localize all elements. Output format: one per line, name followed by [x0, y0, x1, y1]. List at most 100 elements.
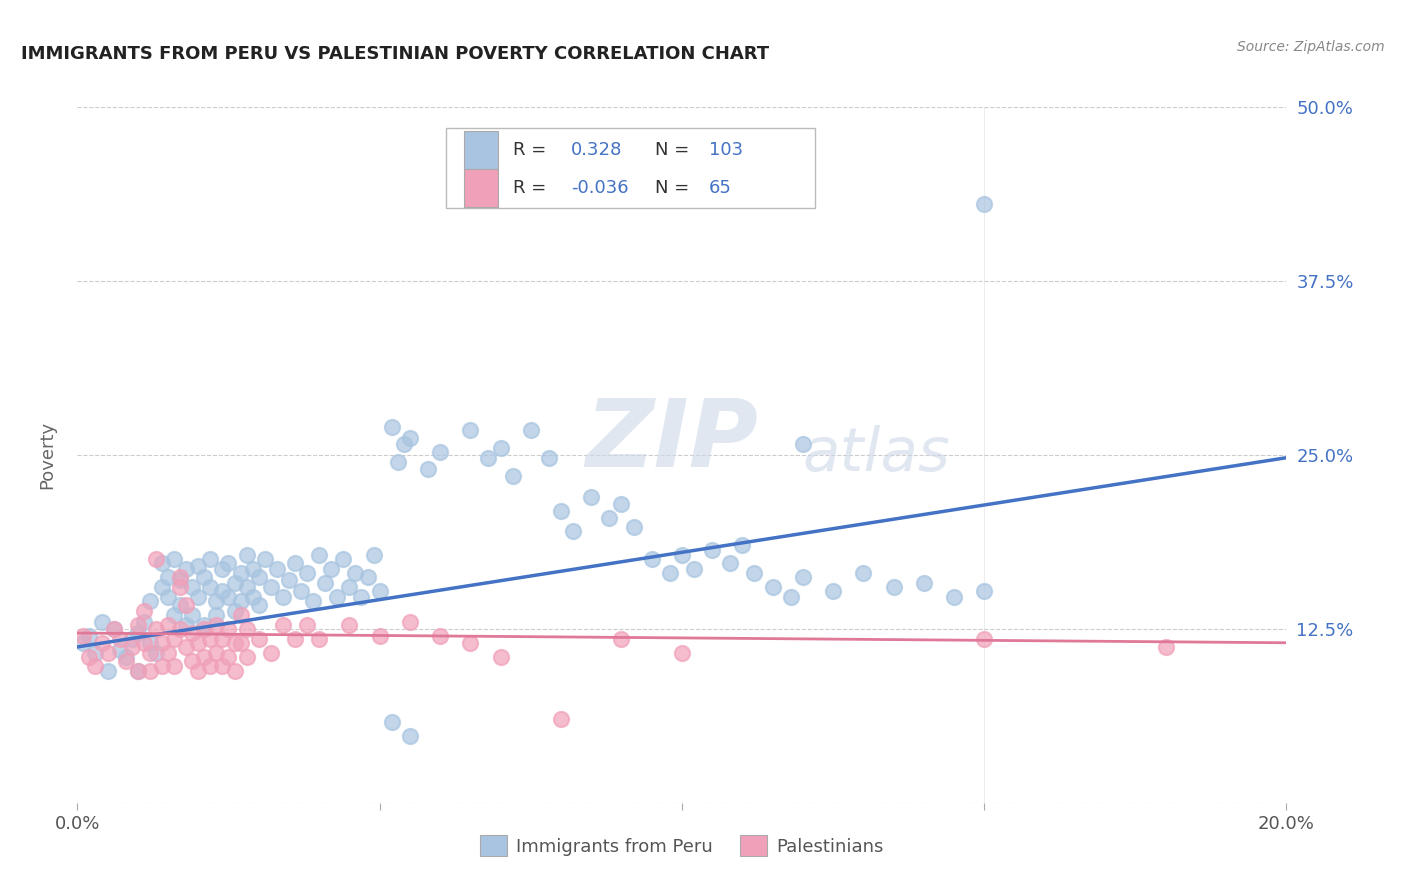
Point: [302, 594, 325, 608]
Point: [278, 573, 301, 587]
Point: [381, 420, 404, 434]
Point: [150, 659, 173, 673]
Point: [284, 632, 307, 646]
Point: [321, 562, 343, 576]
Point: [157, 617, 180, 632]
Point: [489, 441, 512, 455]
Text: R =: R =: [513, 141, 546, 160]
Point: [598, 510, 620, 524]
Point: [229, 594, 252, 608]
Point: [200, 632, 222, 646]
Point: [458, 636, 481, 650]
Point: [163, 659, 186, 673]
Point: [181, 607, 204, 622]
Text: ZIP: ZIP: [585, 395, 758, 487]
Point: [103, 622, 125, 636]
Point: [562, 524, 585, 539]
Point: [205, 646, 228, 660]
Point: [187, 590, 209, 604]
Point: [973, 584, 995, 599]
Point: [139, 646, 162, 660]
Point: [973, 632, 995, 646]
Point: [623, 520, 645, 534]
Point: [284, 557, 307, 571]
Point: [429, 629, 451, 643]
Y-axis label: Poverty: Poverty: [38, 421, 56, 489]
Point: [174, 598, 197, 612]
Point: [271, 617, 294, 632]
Point: [852, 566, 875, 581]
Text: atlas: atlas: [803, 425, 950, 484]
Point: [247, 598, 270, 612]
Point: [72, 636, 94, 650]
Point: [211, 632, 233, 646]
Point: [90, 636, 112, 650]
Point: [187, 636, 209, 650]
Point: [150, 580, 173, 594]
Point: [792, 570, 814, 584]
Point: [224, 604, 246, 618]
Point: [187, 664, 209, 678]
Point: [247, 632, 270, 646]
Point: [181, 626, 204, 640]
Point: [581, 490, 603, 504]
Point: [912, 576, 935, 591]
Text: 0.328: 0.328: [571, 141, 621, 160]
Point: [973, 197, 995, 211]
Point: [174, 640, 197, 654]
Point: [671, 646, 693, 660]
Point: [671, 548, 693, 562]
Point: [139, 636, 162, 650]
Point: [96, 646, 118, 660]
Point: [205, 594, 228, 608]
Point: [550, 503, 572, 517]
Text: 65: 65: [709, 179, 731, 197]
Point: [139, 664, 162, 678]
Point: [308, 548, 330, 562]
Point: [139, 594, 162, 608]
Point: [610, 497, 633, 511]
Point: [399, 615, 422, 629]
Point: [458, 423, 481, 437]
Point: [610, 632, 633, 646]
Point: [157, 590, 180, 604]
FancyBboxPatch shape: [446, 128, 815, 208]
Point: [942, 590, 965, 604]
Text: N =: N =: [655, 141, 689, 160]
Point: [150, 636, 173, 650]
Point: [295, 566, 318, 581]
Point: [502, 468, 524, 483]
Point: [114, 654, 136, 668]
Point: [260, 646, 283, 660]
Point: [363, 548, 385, 562]
Point: [392, 437, 415, 451]
Point: [174, 617, 197, 632]
Point: [229, 636, 252, 650]
Point: [121, 640, 143, 654]
Point: [520, 423, 543, 437]
Point: [344, 566, 367, 581]
Point: [326, 590, 349, 604]
Point: [337, 580, 360, 594]
Point: [150, 557, 173, 571]
Point: [169, 598, 191, 612]
Point: [84, 646, 107, 660]
Point: [218, 649, 240, 664]
Point: [387, 455, 409, 469]
Point: [127, 617, 149, 632]
Point: [211, 562, 233, 576]
Point: [205, 617, 228, 632]
Point: [187, 559, 209, 574]
Point: [242, 590, 264, 604]
Point: [96, 664, 118, 678]
Point: [550, 712, 572, 726]
Point: [132, 615, 155, 629]
Legend: Immigrants from Peru, Palestinians: Immigrants from Peru, Palestinians: [472, 828, 891, 863]
Text: Source: ZipAtlas.com: Source: ZipAtlas.com: [1237, 40, 1385, 54]
Point: [702, 542, 724, 557]
Point: [103, 622, 125, 636]
Point: [683, 562, 706, 576]
Point: [157, 646, 180, 660]
Point: [779, 590, 801, 604]
Point: [132, 604, 155, 618]
